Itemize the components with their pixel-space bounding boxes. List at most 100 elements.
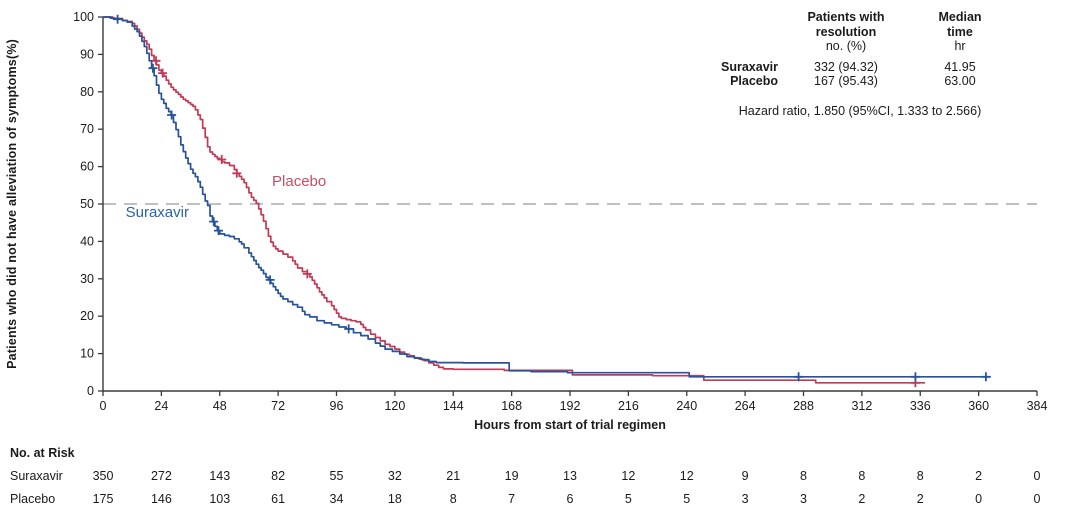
x-tick-label: 384 (1027, 399, 1048, 413)
censor-mark (214, 226, 223, 236)
y-axis-title-wrap: Patients who did not have alleviation of… (2, 17, 22, 391)
results-col-header-resolution: Patients with resolution (807, 10, 885, 39)
risk-value: 61 (271, 492, 286, 506)
censor-mark (302, 269, 312, 279)
risk-value: 2 (975, 469, 983, 483)
risk-value: 0 (975, 492, 983, 506)
risk-value: 8 (916, 469, 924, 483)
series-label-placebo: Placebo (272, 172, 327, 190)
risk-value: 55 (329, 469, 344, 483)
x-tick-label: 168 (501, 399, 522, 413)
x-axis-title: Hours from start of trial regimen (474, 418, 666, 432)
results-header-spacer (640, 10, 782, 39)
results-subheader-spacer (640, 39, 782, 60)
censor-mark (981, 372, 991, 382)
y-tick-label: 20 (80, 309, 94, 323)
y-tick-label: 60 (80, 160, 94, 174)
risk-value: 82 (271, 469, 286, 483)
y-axis-title: Patients who did not have alleviation of… (5, 39, 19, 369)
risk-value: 12 (679, 469, 694, 483)
results-row-name: Suraxavir (721, 59, 778, 74)
risk-row-name: Suraxavir (10, 469, 63, 483)
censor-mark (232, 168, 242, 178)
x-tick-label: 288 (793, 399, 814, 413)
risk-table-title: No. at Risk (10, 446, 75, 460)
risk-value: 2 (858, 492, 866, 506)
x-tick-label: 96 (330, 399, 344, 413)
censor-mark (113, 14, 123, 24)
results-row-median: 63.00 (944, 74, 976, 88)
risk-value: 103 (209, 492, 231, 506)
x-tick-label: 48 (213, 399, 227, 413)
x-tick-label: 0 (100, 399, 107, 413)
x-tick-label: 240 (676, 399, 697, 413)
results-col-subheader-median: hr (954, 39, 966, 53)
y-tick-label: 30 (80, 272, 94, 286)
x-tick-label: 336 (910, 399, 931, 413)
risk-value: 3 (741, 492, 749, 506)
censor-mark (910, 372, 920, 382)
risk-value: 13 (563, 469, 577, 483)
series-curve-suraxavir (103, 16, 991, 378)
risk-value: 0 (1033, 469, 1041, 483)
censor-mark (217, 155, 227, 164)
censor-mark (158, 68, 168, 78)
risk-value: 143 (209, 469, 231, 483)
y-tick-label: 70 (80, 122, 94, 136)
censor-mark (167, 110, 177, 120)
results-row-resolution: 167 (95.43) (814, 74, 878, 88)
series-label-suraxavir: Suraxavir (125, 204, 189, 221)
hazard-ratio-note: Hazard ratio, 1.850 (95%CI, 1.333 to 2.5… (738, 104, 982, 118)
results-panel: Patients with resolution Median time no.… (640, 10, 1010, 89)
x-tick-label: 312 (851, 399, 872, 413)
risk-value: 32 (387, 469, 402, 483)
results-row-resolution: 332 (94.32) (814, 59, 878, 74)
y-tick-label: 10 (80, 347, 94, 361)
results-row-name: Placebo (730, 74, 778, 88)
censor-mark (794, 372, 804, 382)
x-tick-label: 192 (560, 399, 581, 413)
risk-value: 8 (858, 469, 866, 483)
risk-value: 18 (387, 492, 402, 506)
censor-mark (148, 63, 158, 73)
risk-value: 7 (508, 492, 516, 506)
x-tick-label: 144 (443, 399, 464, 413)
y-tick-label: 0 (87, 384, 94, 398)
x-tick-label: 24 (154, 399, 168, 413)
risk-value: 2 (916, 492, 924, 506)
x-tick-label: 72 (271, 399, 285, 413)
x-tick-label: 360 (968, 399, 989, 413)
risk-value: 146 (150, 492, 172, 506)
risk-value: 5 (683, 492, 691, 506)
y-tick-label: 40 (80, 234, 94, 248)
risk-value: 3 (800, 492, 807, 506)
y-tick-label: 80 (80, 85, 94, 99)
y-tick-label: 90 (80, 47, 94, 61)
risk-value: 19 (504, 469, 519, 483)
risk-value: 0 (1033, 492, 1041, 506)
y-tick-label: 100 (73, 10, 94, 24)
risk-value: 6 (566, 492, 574, 506)
x-tick-label: 264 (735, 399, 756, 413)
results-col-subheader-resolution: no. (%) (825, 39, 867, 53)
risk-value: 272 (150, 469, 172, 483)
censor-mark (209, 217, 219, 227)
risk-value: 34 (329, 492, 344, 506)
risk-value: 350 (92, 469, 114, 483)
risk-value: 8 (449, 492, 457, 506)
risk-value: 5 (624, 492, 632, 506)
x-tick-label: 120 (384, 399, 405, 413)
results-col-header-median: Median time (938, 10, 982, 39)
series-curve-placebo (103, 16, 926, 384)
risk-value: 175 (92, 492, 114, 506)
results-row-median: 41.95 (944, 59, 976, 74)
risk-value: 9 (741, 469, 749, 483)
censor-mark (151, 56, 161, 66)
risk-value: 12 (621, 469, 636, 483)
risk-value: 21 (446, 469, 461, 483)
risk-row-name: Placebo (10, 492, 56, 506)
risk-value: 8 (800, 469, 807, 483)
x-tick-label: 216 (618, 399, 639, 413)
